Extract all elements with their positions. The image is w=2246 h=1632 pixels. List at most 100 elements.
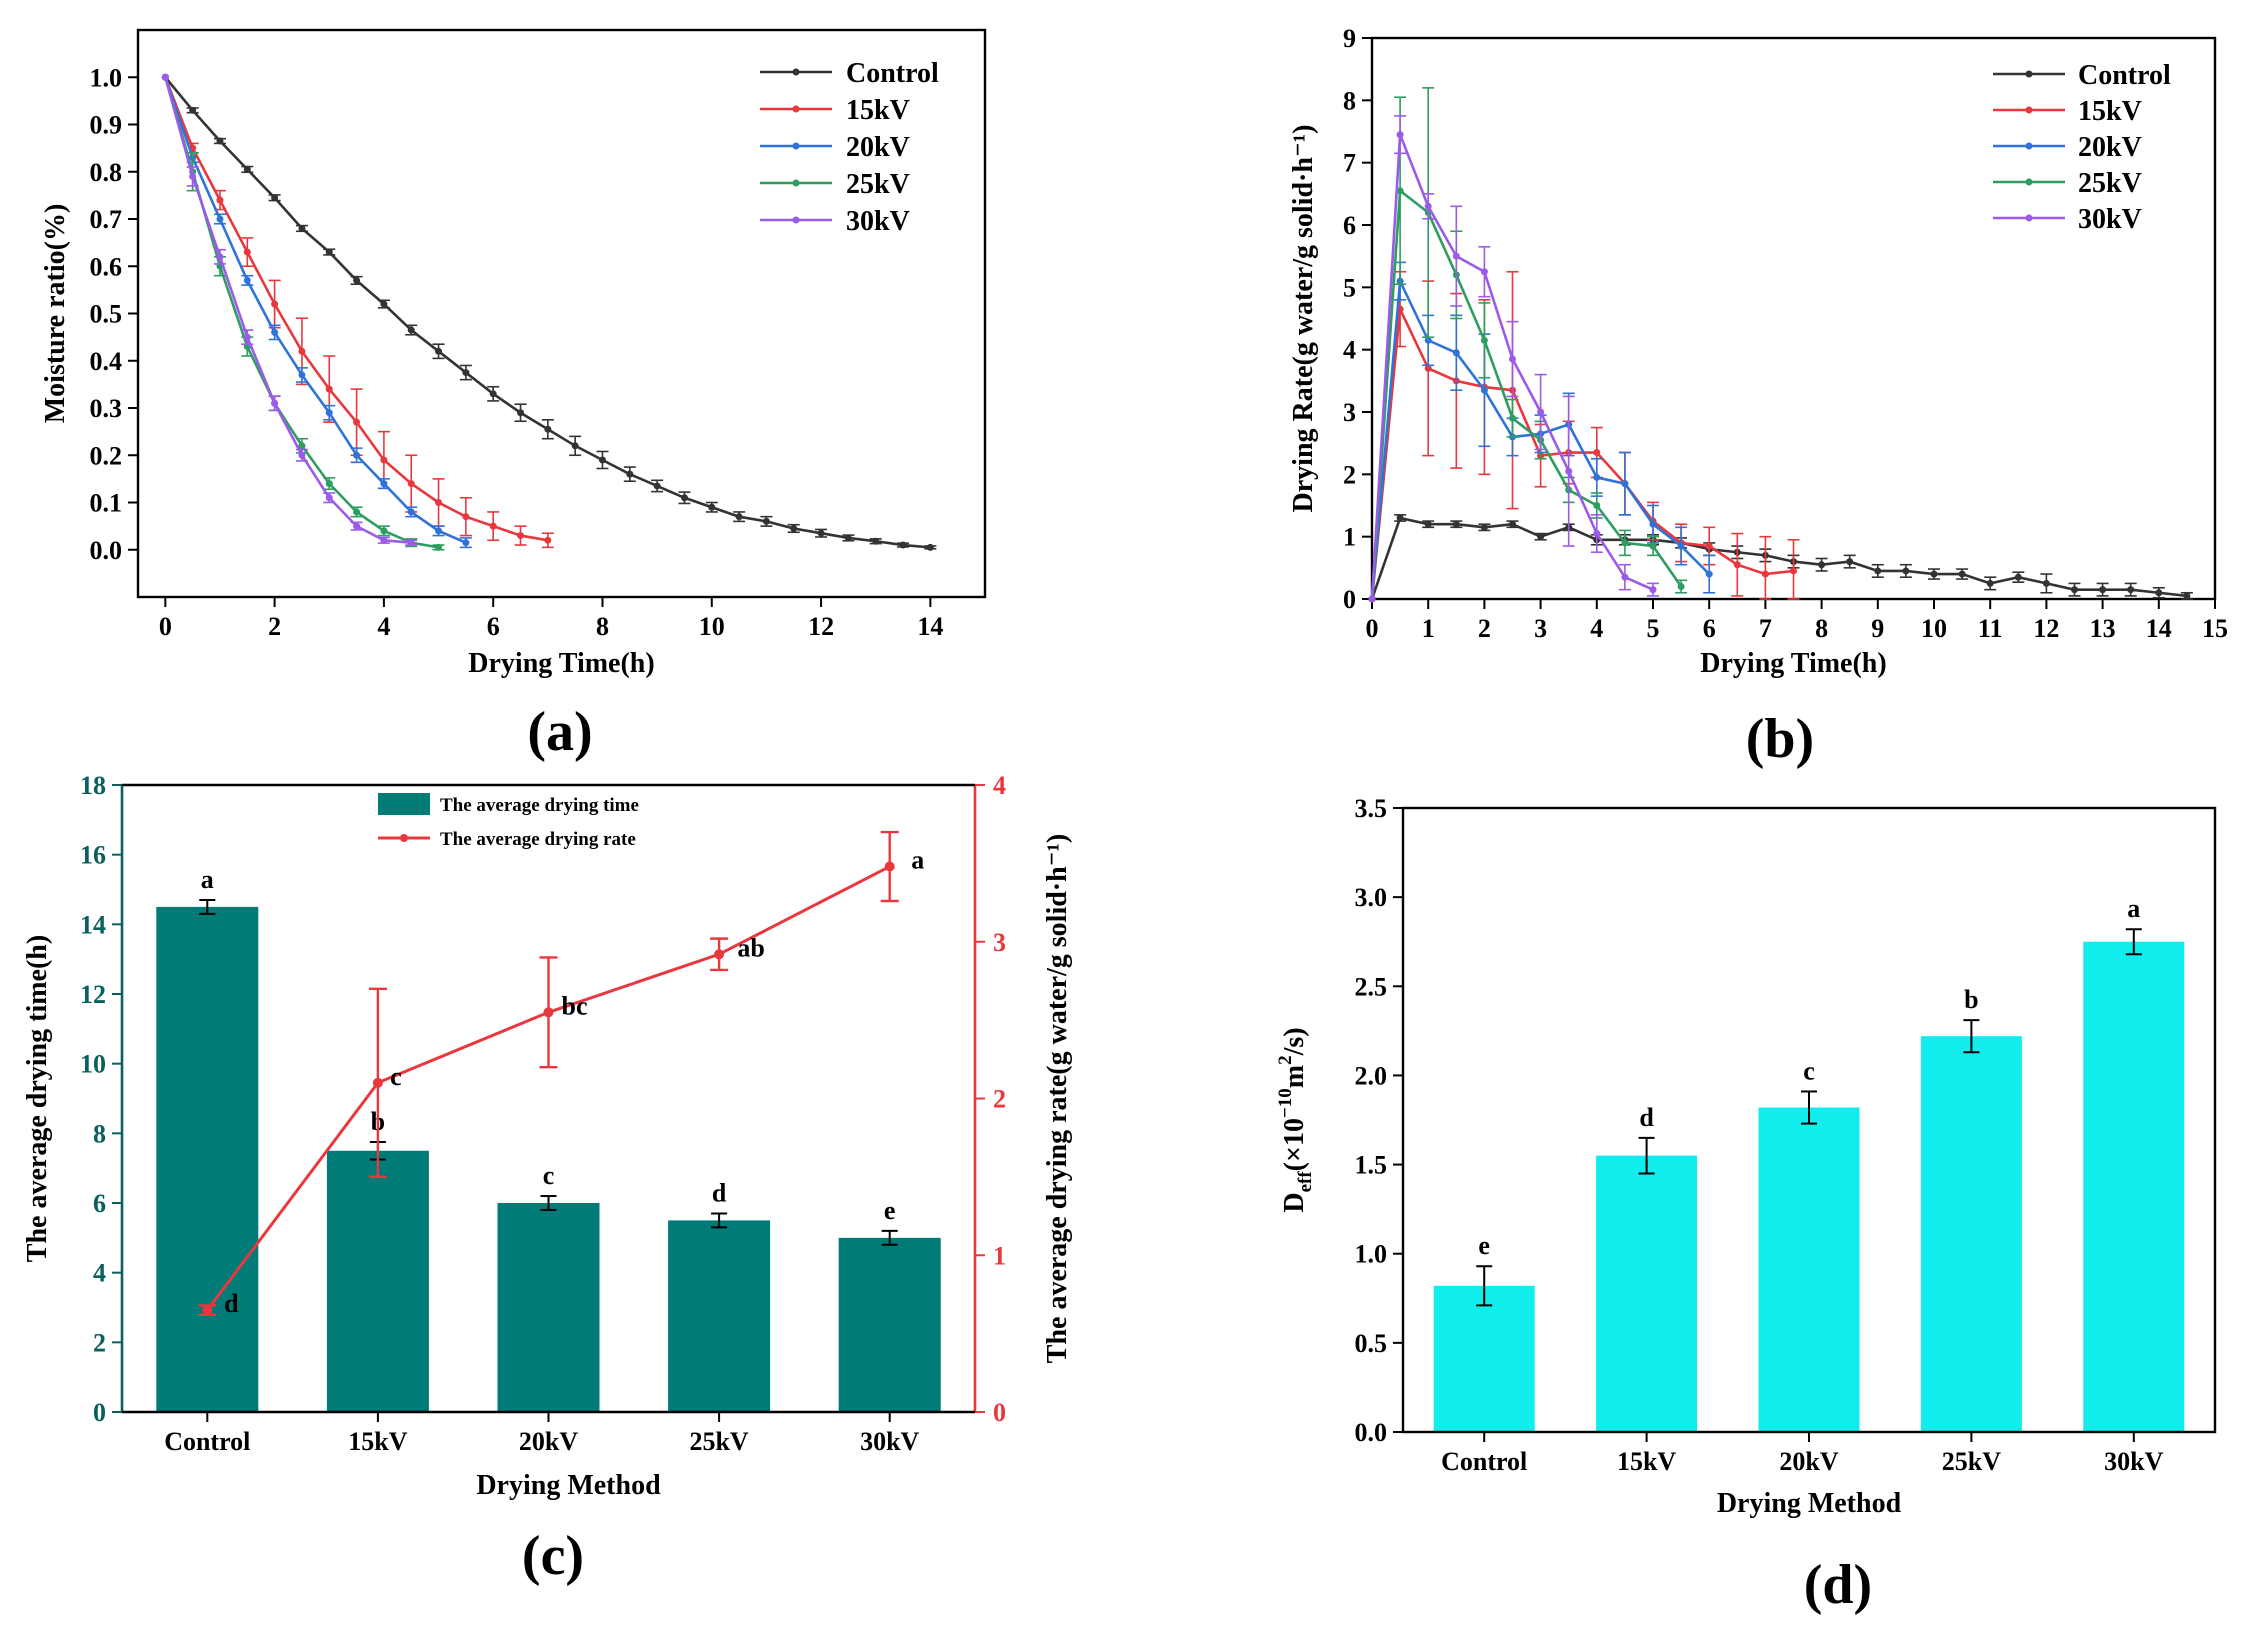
data-point-b-30kV bbox=[1452, 252, 1460, 260]
x-tick-label-b: 13 bbox=[2090, 614, 2116, 643]
data-point-a-15kV bbox=[353, 418, 361, 426]
y-tick-label-a: 0.4 bbox=[90, 347, 123, 376]
data-point-b-15kV bbox=[1761, 570, 1769, 578]
y2-tick-label-c: 2 bbox=[993, 1085, 1006, 1114]
legend-marker-b bbox=[2025, 142, 2033, 150]
data-point-a-Control bbox=[298, 224, 306, 232]
y-tick-label-b: 8 bbox=[1343, 86, 1356, 115]
data-point-b-30kV bbox=[1396, 131, 1404, 139]
legend-marker-b bbox=[2025, 106, 2033, 114]
data-point-a-Control bbox=[544, 425, 552, 433]
y-axis-title-c: The average drying time(h) bbox=[22, 935, 53, 1262]
data-point-a-20kV bbox=[298, 371, 306, 379]
x-axis-title-a: Drying Time(h) bbox=[468, 648, 654, 679]
data-point-b-Control bbox=[1958, 570, 1966, 578]
x-tick-label-b: 5 bbox=[1647, 614, 1660, 643]
y-tick-label-a: 0.0 bbox=[90, 536, 123, 565]
x-tick-label-b: 0 bbox=[1366, 614, 1379, 643]
y-tick-label-c: 10 bbox=[80, 1050, 106, 1079]
y-tick-label-c: 16 bbox=[80, 841, 106, 870]
data-point-b-25kV bbox=[1649, 542, 1657, 550]
x-tick-label-b: 9 bbox=[1871, 614, 1884, 643]
data-point-a-Control bbox=[407, 326, 415, 334]
x-axis-title-c: Drying Method bbox=[476, 1470, 661, 1501]
data-point-b-30kV bbox=[1593, 530, 1601, 538]
series-line-a-30kV bbox=[164, 76, 412, 544]
bar-sig-letter-c: d bbox=[712, 1178, 727, 1207]
y-axis-title-part-d: (×10 bbox=[1279, 1118, 1310, 1171]
panel-label-b: (b) bbox=[1746, 708, 1814, 770]
data-point-a-Control bbox=[817, 529, 825, 537]
x-tick-label-d: 15kV bbox=[1617, 1447, 1676, 1476]
x-tick-label-c: 25kV bbox=[689, 1427, 748, 1456]
data-point-a-Control bbox=[271, 194, 279, 202]
data-point-a-30kV bbox=[271, 399, 279, 407]
y-tick-label-d: 3.0 bbox=[1355, 883, 1388, 912]
x-tick-label-d: Control bbox=[1441, 1447, 1527, 1476]
data-point-a-15kV bbox=[407, 480, 415, 488]
y-tick-label-c: 14 bbox=[80, 910, 106, 939]
data-point-a-Control bbox=[435, 347, 443, 355]
data-point-b-30kV bbox=[1649, 586, 1657, 594]
rate-sig-letter-c: c bbox=[390, 1062, 402, 1091]
x-tick-label-c: Control bbox=[164, 1427, 250, 1456]
x-tick-label-b: 6 bbox=[1703, 614, 1716, 643]
bar-sig-letter-d: c bbox=[1803, 1056, 1815, 1085]
data-point-b-Control bbox=[2042, 579, 2050, 587]
y-tick-label-a: 0.5 bbox=[90, 300, 123, 329]
rate-sig-letter-c: d bbox=[224, 1289, 239, 1318]
x-tick-label-b: 8 bbox=[1815, 614, 1828, 643]
data-point-a-20kV bbox=[271, 328, 279, 336]
data-point-b-25kV bbox=[1509, 414, 1516, 422]
data-point-a-20kV bbox=[243, 276, 251, 284]
data-point-a-15kV bbox=[544, 536, 552, 544]
y2-axis-title-c: The average drying rate(g water/g solid·… bbox=[1042, 834, 1073, 1363]
data-point-b-20kV bbox=[1452, 349, 1460, 357]
data-point-a-15kV bbox=[298, 347, 306, 355]
data-point-a-20kV bbox=[325, 409, 333, 417]
bar-d-20kV bbox=[1758, 1107, 1860, 1432]
y-tick-label-b: 1 bbox=[1343, 523, 1356, 552]
data-point-b-Control bbox=[1509, 520, 1516, 528]
y-tick-label-c: 12 bbox=[80, 980, 106, 1009]
x-tick-label-a: 2 bbox=[268, 612, 281, 641]
rate-point-c bbox=[372, 1077, 383, 1088]
bar-c-15kV bbox=[326, 1150, 429, 1412]
data-point-a-Control bbox=[571, 442, 579, 450]
y-tick-label-c: 4 bbox=[93, 1259, 106, 1288]
data-point-a-Control bbox=[189, 106, 197, 114]
y-tick-label-c: 18 bbox=[80, 771, 106, 800]
data-point-a-Control bbox=[680, 494, 688, 502]
data-point-a-30kV bbox=[380, 536, 388, 544]
data-point-a-15kV bbox=[489, 522, 497, 530]
bar-sig-letter-d: e bbox=[1478, 1231, 1490, 1260]
data-point-b-Control bbox=[2155, 589, 2163, 597]
data-point-b-25kV bbox=[1593, 502, 1601, 509]
bar-sig-letter-d: a bbox=[2127, 894, 2140, 923]
y-tick-label-b: 9 bbox=[1343, 24, 1356, 53]
data-point-b-Control bbox=[1846, 558, 1854, 566]
rate-point-c bbox=[714, 949, 725, 960]
data-point-b-20kV bbox=[1593, 473, 1601, 481]
legend-marker-a bbox=[792, 68, 800, 76]
data-point-b-Control bbox=[2014, 573, 2022, 581]
x-tick-label-b: 10 bbox=[1921, 614, 1947, 643]
rate-point-c bbox=[202, 1305, 213, 1316]
data-point-b-25kV bbox=[1677, 583, 1685, 591]
y-axis-title-b: Drying Rate(g water/g solid·h⁻¹) bbox=[1288, 125, 1319, 513]
x-tick-label-b: 1 bbox=[1422, 614, 1435, 643]
bar-d-15kV bbox=[1596, 1155, 1698, 1432]
x-tick-label-b: 15 bbox=[2202, 614, 2228, 643]
bar-c-30kV bbox=[838, 1237, 941, 1412]
data-point-a-30kV bbox=[298, 451, 306, 459]
y-tick-label-c: 8 bbox=[93, 1119, 106, 1148]
x-tick-label-c: 15kV bbox=[348, 1427, 407, 1456]
data-point-a-Control bbox=[926, 543, 934, 551]
data-point-b-20kV bbox=[1649, 520, 1657, 528]
y-tick-label-b: 3 bbox=[1343, 398, 1356, 427]
y-tick-label-d: 1.0 bbox=[1355, 1240, 1388, 1269]
bar-sig-letter-d: b bbox=[1964, 985, 1978, 1014]
y-tick-label-b: 5 bbox=[1343, 273, 1356, 302]
data-point-a-Control bbox=[216, 137, 224, 145]
